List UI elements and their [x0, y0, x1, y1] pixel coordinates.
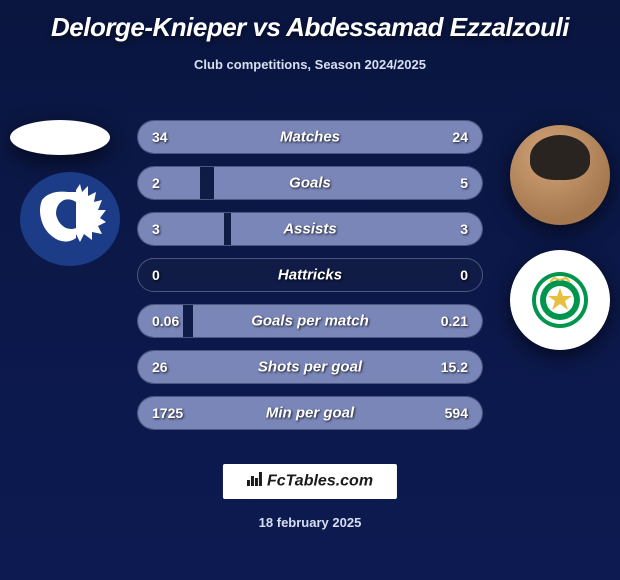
stat-label: Goals — [289, 175, 331, 192]
stat-row: Min per goal 1725 594 — [137, 396, 483, 430]
stat-label: Hattricks — [278, 267, 342, 284]
stat-row: Goals 2 5 — [137, 166, 483, 200]
stat-value-left: 0 — [152, 267, 160, 283]
stat-label: Goals per match — [251, 313, 369, 330]
stat-row: Assists 3 3 — [137, 212, 483, 246]
stat-value-right: 0.21 — [441, 313, 468, 329]
stat-value-left: 2 — [152, 175, 160, 191]
club-logo-right — [510, 250, 610, 350]
bars-icon — [247, 472, 263, 491]
stat-value-left: 0.06 — [152, 313, 179, 329]
player-left-avatar — [10, 120, 110, 155]
indian-head-icon — [20, 172, 120, 267]
stat-row: Hattricks 0 0 — [137, 258, 483, 292]
player-right-avatar — [510, 125, 610, 225]
stat-label: Assists — [283, 221, 336, 238]
stat-label: Matches — [280, 129, 340, 146]
date-label: 18 february 2025 — [223, 515, 397, 530]
stat-label: Shots per goal — [258, 359, 362, 376]
page-subtitle: Club competitions, Season 2024/2025 — [20, 57, 600, 72]
stats-container: Matches 34 24 Goals 2 5 Assists 3 3 Hattricks 0 0 Go… — [137, 120, 483, 442]
brand-label: FcTables.com — [267, 473, 373, 490]
stat-value-right: 3 — [460, 221, 468, 237]
page-title: Delorge-Knieper vs Abdessamad Ezzalzouli — [20, 12, 600, 43]
header: Delorge-Knieper vs Abdessamad Ezzalzouli… — [0, 0, 620, 72]
stat-row: Shots per goal 26 15.2 — [137, 350, 483, 384]
stat-row: Matches 34 24 — [137, 120, 483, 154]
fctables-badge[interactable]: FcTables.com — [223, 464, 397, 499]
stat-bar-left — [138, 167, 200, 199]
stat-bar-right — [214, 167, 482, 199]
stat-value-right: 0 — [460, 267, 468, 283]
footer: FcTables.com 18 february 2025 — [223, 464, 397, 530]
club-logo-left — [20, 172, 120, 267]
stat-value-right: 24 — [452, 129, 468, 145]
stat-value-right: 5 — [460, 175, 468, 191]
stat-value-left: 34 — [152, 129, 168, 145]
stat-value-left: 1725 — [152, 405, 183, 421]
stat-value-right: 594 — [445, 405, 468, 421]
stat-value-right: 15.2 — [441, 359, 468, 375]
stat-row: Goals per match 0.06 0.21 — [137, 304, 483, 338]
betis-crest-icon — [530, 270, 590, 330]
stat-value-left: 26 — [152, 359, 168, 375]
stat-label: Min per goal — [266, 405, 354, 422]
stat-bar-right — [231, 213, 482, 245]
stat-bar-left — [138, 213, 224, 245]
stat-value-left: 3 — [152, 221, 160, 237]
